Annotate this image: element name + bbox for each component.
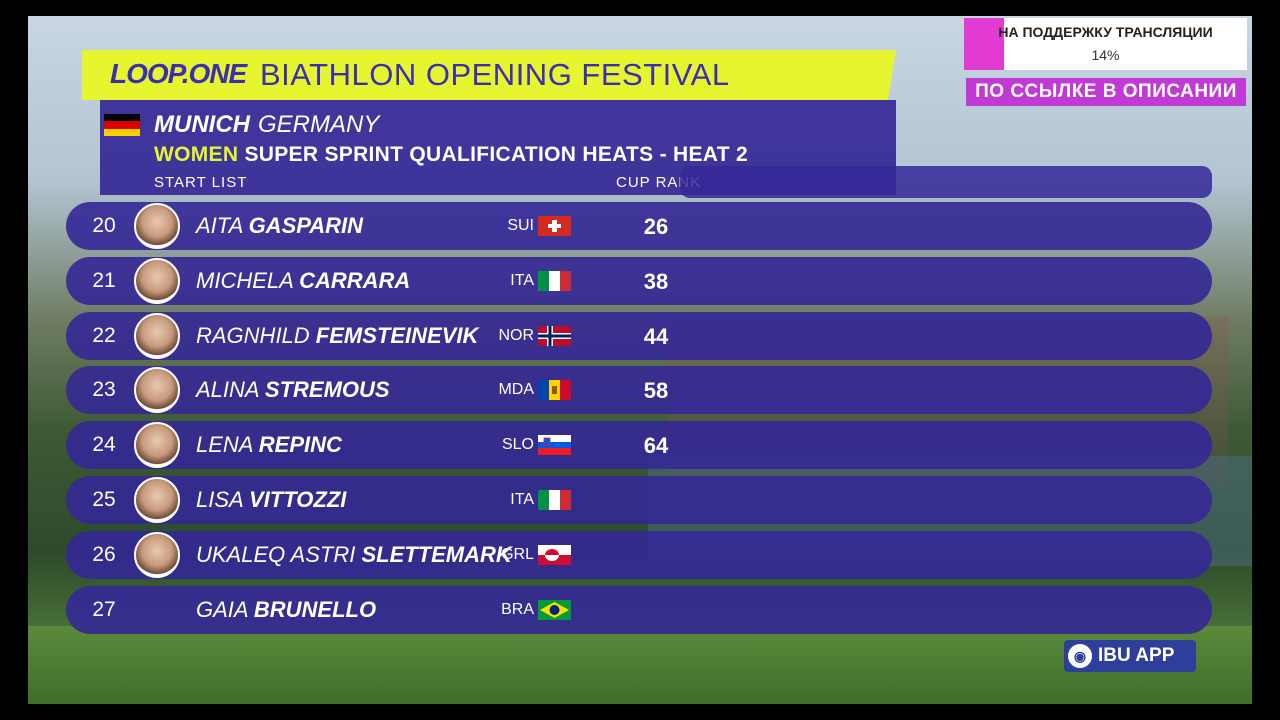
athlete-cup-rank: 44 [643,323,669,349]
athlete-bib: 22 [92,323,116,347]
athlete-avatar [134,203,180,249]
athlete-nation: GRL [501,545,534,563]
germany-flag-icon [104,114,140,136]
athlete-avatar [134,531,180,578]
athlete-last-name: BRUNELLO [253,596,377,622]
event-city: MUNICH [154,111,250,138]
table-row [66,311,1212,360]
athlete-last-name: REPINC [258,432,342,458]
athlete-avatar [134,422,180,469]
athlete-last-name: GASPARIN [248,213,364,238]
athlete-name: MICHELA CARRARA [196,268,410,294]
ibu-app-label: IBU APP [1098,645,1175,666]
athlete-cup-rank: 38 [643,268,669,294]
athlete-bib: 23 [92,378,116,402]
athlete-avatar [134,312,180,359]
ibu-globe-icon: ◉ [1068,644,1092,668]
promo-link[interactable]: ПО ССЫЛКЕ В ОПИСАНИИ [966,78,1246,106]
event-title: SUPER SPRINT QUALIFICATION HEATS - HEAT … [244,143,748,166]
ita-flag-icon [538,270,571,291]
athlete-nation: BRA [501,600,534,618]
athlete-first-name: UKALEQ ASTRI [196,541,362,567]
athlete-bib: 27 [92,597,116,621]
table-row [66,202,1212,250]
athlete-first-name: LISA [196,487,249,512]
page-title: BIATHLON OPENING FESTIVAL [260,57,730,92]
table-row [66,585,1212,634]
athlete-first-name: AITA [196,213,249,238]
loop-one-logo: LOOP.ONE [110,58,247,89]
athlete-nation: MDA [498,381,534,399]
grl-flag-icon [538,544,571,565]
athlete-nation: NOR [498,326,534,344]
athlete-last-name: FEMSTEINEVIK [315,322,479,348]
athlete-nation: ITA [510,271,534,289]
header-strip [680,166,1212,198]
athlete-avatar [134,477,180,523]
mda-flag-icon [538,380,571,401]
athlete-first-name: MICHELA [196,267,300,293]
athlete-name: UKALEQ ASTRI SLETTEMARK [196,542,512,568]
athlete-first-name: GAIA [196,596,254,622]
athlete-last-name: CARRARA [299,267,411,293]
event-country: GERMANY [258,111,380,138]
athlete-name: AITA GASPARIN [196,213,363,239]
athlete-nation: ITA [510,491,534,508]
athlete-bib: 26 [92,542,116,566]
athlete-first-name: RAGNHILD [196,322,316,348]
athlete-last-name: VITTOZZI [249,487,347,512]
background-grass [28,626,1252,704]
promo-percent: 14% [1091,47,1120,63]
title-bar [82,50,896,100]
athlete-name: GAIA BRUNELLO [196,597,376,623]
table-row [66,256,1212,305]
sui-flag-icon [538,216,571,236]
event-name: WOMEN SUPER SPRINT QUALIFICATION HEATS -… [154,143,748,167]
table-row [66,421,1212,470]
athlete-cup-rank: 58 [643,378,669,404]
athlete-last-name: STREMOUS [264,377,390,403]
athlete-name: ALINA STREMOUS [196,377,390,403]
athlete-name: RAGNHILD FEMSTEINEVIK [196,323,478,349]
bra-flag-icon [538,599,571,620]
table-row [66,366,1212,415]
athlete-cup-rank: 64 [643,433,669,459]
athlete-cup-rank: 26 [643,214,669,239]
athlete-bib: 25 [92,488,116,511]
promo-box [964,18,1247,70]
ita-flag-icon [538,490,571,510]
athlete-first-name: LENA [196,432,259,458]
athlete-first-name: ALINA [196,377,265,403]
promo-progress-fill [964,18,1004,70]
athlete-name: LISA VITTOZZI [196,487,346,513]
cup-rank-label: CUP RANK [616,174,702,191]
athlete-bib: 24 [92,433,116,457]
event-gender: WOMEN [154,143,239,166]
start-list-label: START LIST [154,174,248,191]
table-row [66,530,1212,579]
athlete-nation: SLO [501,436,534,454]
athlete-avatar [134,257,180,304]
athlete-nation: SUI [507,217,534,234]
athlete-avatar [134,367,180,414]
athlete-bib: 21 [92,268,116,292]
promo-title: НА ПОДДЕРЖКУ ТРАНСЛЯЦИИ [998,24,1213,40]
nor-flag-icon [538,325,571,346]
table-row [66,476,1212,524]
athlete-bib: 20 [92,214,116,237]
athlete-last-name: SLETTEMARK [361,541,512,567]
slo-flag-icon [538,435,571,456]
athlete-name: LENA REPINC [196,432,342,458]
